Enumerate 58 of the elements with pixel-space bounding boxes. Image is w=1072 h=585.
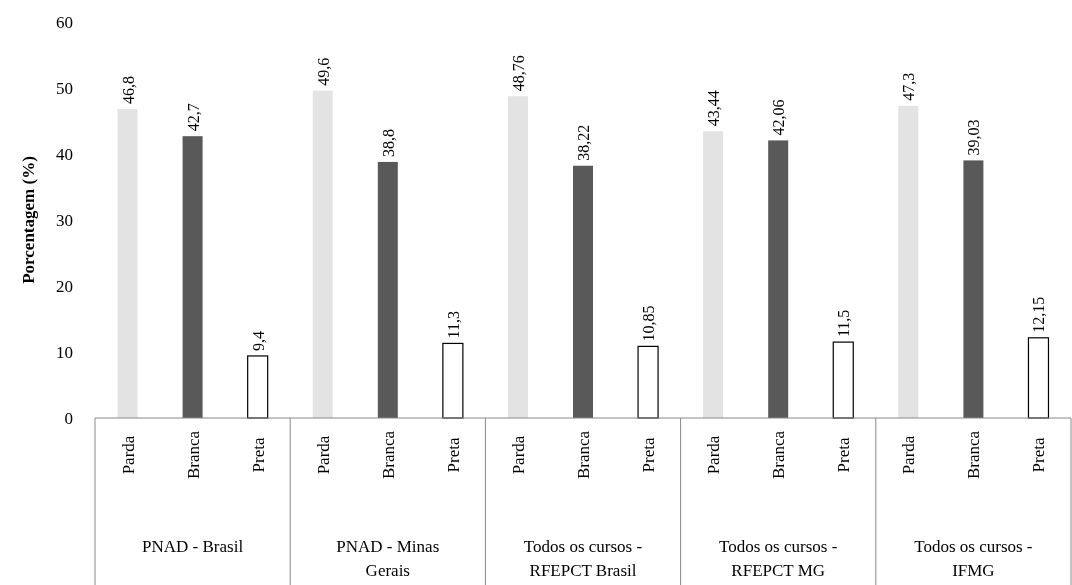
bar [573, 165, 593, 418]
data-label: 10,85 [640, 305, 658, 342]
text: Preta [639, 437, 659, 473]
text: Preta [834, 437, 854, 473]
text: Parda [508, 435, 528, 475]
text: Parda [899, 435, 919, 475]
bar [377, 161, 398, 418]
data-label: 49,6 [314, 57, 332, 86]
bar [507, 96, 528, 418]
bar [832, 341, 854, 419]
text: Branca [183, 430, 203, 480]
bar [703, 131, 724, 418]
bar [312, 90, 333, 418]
data-label: 38,8 [379, 128, 397, 157]
bar [768, 140, 789, 418]
text: Preta [443, 437, 463, 473]
data-label: 47,3 [900, 72, 918, 101]
data-label: 39,03 [965, 119, 983, 156]
bar [1027, 337, 1050, 419]
data-label: 42,7 [184, 103, 202, 132]
bar [117, 109, 138, 418]
x-tick-label: Todos os cursos - RFEPCT MG [719, 537, 838, 580]
text: Preta [1029, 437, 1049, 473]
text: Branca [769, 430, 789, 480]
y-tick-label: 0 [64, 408, 73, 428]
text: Branca [574, 430, 593, 480]
x-tick-label: PNAD - Brasil [142, 537, 244, 556]
data-label: 11,3 [444, 311, 462, 339]
text: Branca [964, 430, 984, 480]
y-tick-label: 20 [56, 276, 73, 296]
y-tick-label: 50 [56, 78, 73, 98]
x-tick-label: Todos os cursos - RFEPCT Brasil [523, 537, 643, 580]
bar [637, 345, 659, 419]
data-label: 12,15 [1030, 296, 1048, 333]
data-label: 11,5 [835, 309, 853, 338]
x-tick-label: Todos os cursos - IFMG [914, 537, 1033, 580]
y-tick-label: 10 [56, 342, 73, 362]
data-label: 48,76 [509, 55, 527, 92]
data-label: 42,06 [770, 99, 788, 136]
y-tick-label: 60 [56, 12, 73, 32]
data-label: 9,4 [249, 330, 267, 351]
bar [247, 355, 269, 419]
y-axis-title: Porcentagem (%) [19, 156, 38, 284]
y-tick-label: 30 [56, 210, 73, 230]
text: Preta [248, 437, 268, 473]
text: Parda [118, 435, 138, 475]
data-label: 43,44 [705, 90, 723, 127]
bar [442, 342, 464, 419]
text: Parda [313, 435, 333, 475]
text: Parda [704, 435, 724, 475]
bar [898, 105, 919, 418]
bar [963, 160, 984, 418]
text: Branca [378, 430, 398, 480]
bar [182, 136, 203, 418]
y-tick-label: 40 [56, 144, 73, 164]
data-label: 38,22 [575, 124, 592, 161]
data-label: 46,8 [119, 76, 137, 105]
x-tick-label: PNAD - Minas Gerais [336, 537, 440, 580]
